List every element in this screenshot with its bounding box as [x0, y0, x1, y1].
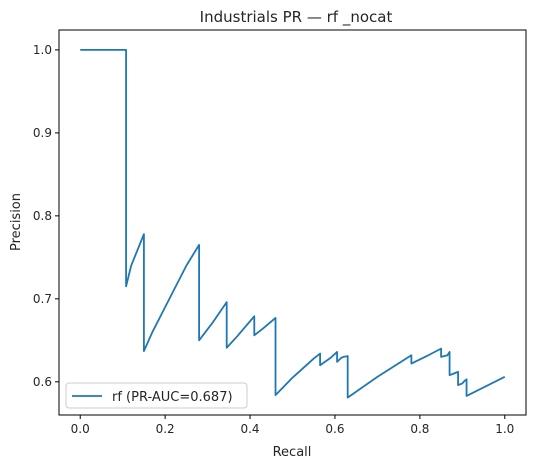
pr-curve-line[interactable] [80, 49, 506, 399]
y-tick-label: 0.9 [33, 126, 52, 140]
x-axis: 0.0 0.2 0.4 0.6 0.8 1.0 [71, 415, 514, 436]
plot-area [58, 29, 527, 416]
x-axis-label: Recall [273, 445, 312, 460]
chart-title: Industrials PR — rf _nocat [200, 8, 393, 27]
legend[interactable]: rf (PR-AUC=0.687) [65, 382, 248, 409]
y-axis-label: Precision [9, 193, 24, 251]
legend-label: rf (PR-AUC=0.687) [112, 390, 233, 405]
x-tick-label: 0.2 [156, 422, 175, 436]
legend-box [65, 382, 248, 409]
y-axis: 0.6 0.7 0.8 0.9 1.0 [33, 43, 59, 389]
series-layer [80, 49, 506, 399]
y-tick-label: 0.7 [33, 292, 52, 306]
y-tick-label: 0.6 [33, 375, 52, 389]
x-tick-label: 0.6 [325, 422, 344, 436]
x-tick-label: 1.0 [495, 422, 514, 436]
x-tick-label: 0.0 [71, 422, 90, 436]
y-tick-label: 0.8 [33, 209, 52, 223]
x-tick-label: 0.4 [240, 422, 259, 436]
x-tick-label: 0.8 [410, 422, 429, 436]
y-tick-label: 1.0 [33, 43, 52, 57]
